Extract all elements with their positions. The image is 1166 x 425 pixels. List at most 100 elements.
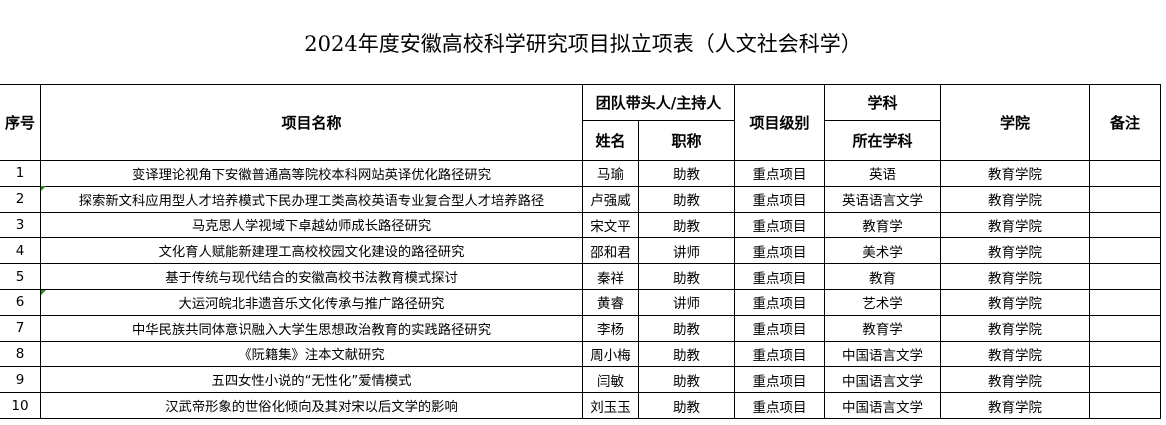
header-remarks: 备注 <box>1089 84 1161 161</box>
cell-rank[interactable]: 助教 <box>638 314 735 342</box>
cell-level[interactable]: 重点项目 <box>734 340 825 368</box>
header-project: 项目名称 <box>40 84 583 161</box>
cell-subject[interactable]: 英语语言文学 <box>824 185 941 213</box>
cell-subject[interactable]: 中国语言文学 <box>824 392 941 419</box>
header-index: 序号 <box>0 84 41 161</box>
cell-name[interactable]: 宋文平 <box>582 211 639 239</box>
cell-no[interactable]: 10 <box>0 392 41 419</box>
cell-rank[interactable]: 助教 <box>638 160 735 187</box>
cell-rank[interactable]: 助教 <box>638 392 735 419</box>
cell-level[interactable]: 重点项目 <box>734 288 825 316</box>
cell-name[interactable]: 黄睿 <box>582 288 639 316</box>
cell-subject[interactable]: 教育学 <box>824 211 941 239</box>
cell-remarks[interactable] <box>1089 392 1161 419</box>
cell-no[interactable]: 3 <box>0 211 41 239</box>
cell-college[interactable]: 教育学院 <box>940 392 1090 419</box>
cell-level[interactable]: 重点项目 <box>734 211 825 239</box>
cell-name[interactable]: 邵和君 <box>582 237 639 265</box>
cell-remarks[interactable] <box>1089 237 1161 265</box>
cell-level[interactable]: 重点项目 <box>734 160 825 187</box>
cell-no[interactable]: 2 <box>0 185 41 213</box>
table-row: 2 探索新文科应用型人才培养模式下民办理工类高校英语专业复合型人才培养路径 卢强威助… <box>0 185 1161 213</box>
cell-project[interactable]: 汉武帝形象的世俗化倾向及其对宋以后文学的影响 <box>40 392 583 419</box>
cell-name[interactable]: 闫敏 <box>582 366 639 394</box>
cell-rank[interactable]: 助教 <box>638 211 735 239</box>
cell-remarks[interactable] <box>1089 366 1161 394</box>
cell-remarks[interactable] <box>1089 340 1161 368</box>
cell-rank[interactable]: 助教 <box>638 185 735 213</box>
cell-no[interactable]: 7 <box>0 314 41 342</box>
cell-subject[interactable]: 英语 <box>824 160 941 187</box>
cell-no[interactable]: 1 <box>0 160 41 187</box>
cell-project[interactable]: 探索新文科应用型人才培养模式下民办理工类高校英语专业复合型人才培养路径 <box>40 185 583 213</box>
cell-college[interactable]: 教育学院 <box>940 237 1090 265</box>
header-name: 姓名 <box>582 120 639 161</box>
page-title: 2024年度安徽高校科学研究项目拟立项表（人文社会科学） <box>304 32 862 56</box>
cell-no[interactable]: 4 <box>0 237 41 265</box>
cell-subject[interactable]: 中国语言文学 <box>824 340 941 368</box>
header-level: 项目级别 <box>734 84 825 161</box>
cell-rank[interactable]: 助教 <box>638 340 735 368</box>
cell-subject[interactable]: 艺术学 <box>824 288 941 316</box>
cell-remarks[interactable] <box>1089 211 1161 239</box>
cell-college[interactable]: 教育学院 <box>940 185 1090 213</box>
cell-level[interactable]: 重点项目 <box>734 185 825 213</box>
header-subject-group: 学科 <box>824 84 941 121</box>
cell-college[interactable]: 教育学院 <box>940 366 1090 394</box>
cell-project[interactable]: 基于传统与现代结合的安徽高校书法教育模式探讨 <box>40 263 583 290</box>
cell-rank[interactable]: 助教 <box>638 263 735 290</box>
cell-no[interactable]: 6 <box>0 288 41 316</box>
cell-subject[interactable]: 教育学 <box>824 314 941 342</box>
cell-subject[interactable]: 教育 <box>824 263 941 290</box>
cell-level[interactable]: 重点项目 <box>734 366 825 394</box>
cell-project[interactable]: 《阮籍集》注本文献研究 <box>40 340 583 368</box>
cell-no[interactable]: 9 <box>0 366 41 394</box>
cell-name[interactable]: 刘玉玉 <box>582 392 639 419</box>
header-subject: 所在学科 <box>824 120 941 161</box>
cell-level[interactable]: 重点项目 <box>734 237 825 265</box>
cell-college[interactable]: 教育学院 <box>940 288 1090 316</box>
cell-name[interactable]: 秦祥 <box>582 263 639 290</box>
cell-remarks[interactable] <box>1089 288 1161 316</box>
cell-subject[interactable]: 中国语言文学 <box>824 366 941 394</box>
table-row: 4 文化育人赋能新建理工高校校园文化建设的路径研究 邵和君 讲师 重点项目 美术学 教育学院 <box>0 237 1161 265</box>
cell-project[interactable]: 五四女性小说的“无性化”爱情模式 <box>40 366 583 394</box>
cell-name[interactable]: 卢强威 <box>582 185 639 213</box>
cell-level[interactable]: 重点项目 <box>734 263 825 290</box>
cell-no[interactable]: 8 <box>0 340 41 368</box>
cell-college[interactable]: 教育学院 <box>940 340 1090 368</box>
table-row: 8 《阮籍集》注本文献研究 周小梅 助教 重点项目 中国语言文学 教育学院 <box>0 340 1161 368</box>
cell-project[interactable]: 变译理论视角下安徽普通高等院校本科网站英译优化路径研究 <box>40 160 583 187</box>
cell-college[interactable]: 教育学院 <box>940 211 1090 239</box>
cell-rank[interactable]: 讲师 <box>638 288 735 316</box>
cell-level[interactable]: 重点项目 <box>734 392 825 419</box>
cell-remarks[interactable] <box>1089 263 1161 290</box>
cell-name[interactable]: 马瑜 <box>582 160 639 187</box>
cell-college[interactable]: 教育学院 <box>940 314 1090 342</box>
cell-project[interactable]: 马克思人学视域下卓越幼师成长路径研究 <box>40 211 583 239</box>
table-row: 10 汉武帝形象的世俗化倾向及其对宋以后文学的影响 刘玉玉 助教 重点项目 中国语言文学教… <box>0 392 1161 419</box>
table-row: 9 五四女性小说的“无性化”爱情模式 闫敏 助教 重点项目 中国语言文学 教育学院 <box>0 366 1161 394</box>
cell-no[interactable]: 5 <box>0 263 41 290</box>
cell-name[interactable]: 李杨 <box>582 314 639 342</box>
table-row: 1 变译理论视角下安徽普通高等院校本科网站英译优化路径研究 马瑜 助教 重点项目 英语 教育… <box>0 160 1161 187</box>
cell-rank[interactable]: 讲师 <box>638 237 735 265</box>
cell-remarks[interactable] <box>1089 160 1161 187</box>
cell-level[interactable]: 重点项目 <box>734 314 825 342</box>
cell-college[interactable]: 教育学院 <box>940 263 1090 290</box>
table-body: 1 变译理论视角下安徽普通高等院校本科网站英译优化路径研究 马瑜 助教 重点项目 英语 教育… <box>0 160 1161 419</box>
cell-remarks[interactable] <box>1089 185 1161 213</box>
header-rank: 职称 <box>638 120 735 161</box>
cell-project[interactable]: 大运河皖北非遗音乐文化传承与推广路径研究 <box>40 288 583 316</box>
cell-college[interactable]: 教育学院 <box>940 160 1090 187</box>
project-table: 序号 项目名称 团队带头人/主持人 项目级别 学科 学院 备注 姓名 职称 所在… <box>0 84 1161 419</box>
table-row: 7 中华民族共同体意识融入大学生思想政治教育的实践路径研究 李杨 助教 重点项目 教育学教… <box>0 314 1161 342</box>
cell-name[interactable]: 周小梅 <box>582 340 639 368</box>
cell-remarks[interactable] <box>1089 314 1161 342</box>
cell-subject[interactable]: 美术学 <box>824 237 941 265</box>
cell-project[interactable]: 中华民族共同体意识融入大学生思想政治教育的实践路径研究 <box>40 314 583 342</box>
header-leader-group: 团队带头人/主持人 <box>582 84 735 121</box>
cell-project[interactable]: 文化育人赋能新建理工高校校园文化建设的路径研究 <box>40 237 583 265</box>
cell-rank[interactable]: 助教 <box>638 366 735 394</box>
header-college: 学院 <box>940 84 1090 161</box>
